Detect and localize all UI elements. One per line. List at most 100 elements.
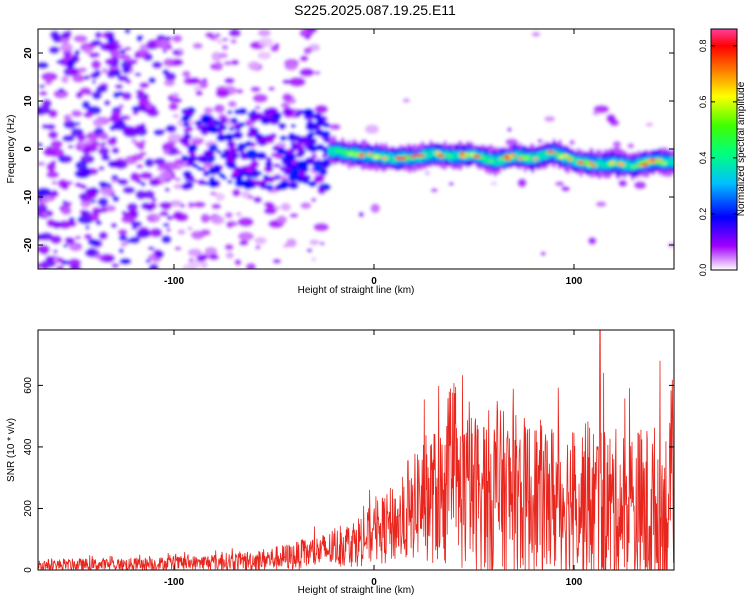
spectrogram-noise-blob <box>120 242 128 247</box>
spectrogram-noise-blob <box>149 227 163 238</box>
spectrogram-noise-blob <box>44 80 53 86</box>
spectrogram-noise-blob <box>97 197 109 207</box>
spectrogram-transition-blob <box>256 137 269 147</box>
spectrogram-noise-blob <box>146 108 160 118</box>
spectrogram-noise-blob <box>155 250 165 259</box>
spectrogram-transition-blob <box>228 146 238 154</box>
spectrogram-noise-blob <box>187 201 195 209</box>
spectrogram-noise-blob <box>63 119 77 130</box>
spectrogram-noise-blob <box>313 222 330 232</box>
spectrogram-hotspot <box>347 150 356 154</box>
spectrogram-transition-blob <box>185 174 195 182</box>
spectrogram-noise-blob <box>258 37 274 48</box>
spectrogram-noise-blob <box>210 215 225 225</box>
spectrogram-noise-blob <box>231 188 241 197</box>
spectrogram-noise-blob <box>38 84 46 89</box>
spectrogram-transition-blob <box>312 164 324 173</box>
spectrogram-noise-blob <box>64 236 75 243</box>
spectrogram-hotspot <box>655 158 663 163</box>
spectrogram-noise-blob <box>161 161 178 171</box>
spectrogram-noise-blob <box>531 31 541 37</box>
spectrogram-noise-blob <box>190 230 205 240</box>
spectrogram-noise-blob <box>168 102 179 111</box>
spectrogram-noise-blob <box>98 165 105 171</box>
spectrogram-noise-blob <box>134 72 142 77</box>
spectrogram-transition-blob <box>265 156 273 162</box>
spectrogram-transition-blob <box>260 116 272 125</box>
spectrogram-noise-blob <box>165 46 173 51</box>
spectrogram-noise-blob <box>166 215 174 221</box>
spectrogram-noise-blob <box>73 34 88 43</box>
spectrogram-noise-blob <box>59 42 74 53</box>
spectrogram-noise-blob <box>227 100 237 108</box>
spectrogram-y-tick-label: 20 <box>23 47 34 59</box>
spectrogram-noise-blob <box>60 206 72 216</box>
spectrogram-hotspot <box>459 155 467 159</box>
spectrogram-noise-blob <box>236 88 244 94</box>
snr-y-ticks: 0 200 400 600 <box>23 377 674 573</box>
spectrogram-noise-blob <box>106 31 113 37</box>
spectrogram-noise-blob <box>109 58 116 64</box>
spectrogram-noise-blob <box>145 259 151 264</box>
spectrogram-y-ticks: -20 -10 0 10 20 <box>23 47 674 252</box>
spectrogram-transition-blob <box>231 152 240 159</box>
spectrogram-noise-blob <box>224 211 233 219</box>
spectrogram-noise-blob <box>507 127 512 132</box>
spectrogram-noise-blob <box>490 181 498 186</box>
spectrogram-noise-blob <box>91 90 102 101</box>
spectrogram-noise-blob <box>159 171 172 180</box>
spectrogram-noise-blob <box>95 220 103 226</box>
spectrogram-hotspot <box>517 156 523 161</box>
spectrogram-noise-blob <box>117 103 125 110</box>
spectrogram-transition-blob <box>297 170 306 177</box>
spectrogram-noise-blob <box>134 141 146 148</box>
spectrogram-transition-blob <box>237 107 248 115</box>
spectrogram-noise-blob <box>136 36 143 42</box>
spectrogram-noise-blob <box>135 126 148 137</box>
spectrogram-noise-blob <box>38 105 51 115</box>
spectrogram-noise-blob <box>100 154 111 162</box>
spectrogram-noise-blob <box>633 180 647 190</box>
spectrogram-transition-blob <box>290 123 296 129</box>
spectrogram-noise-blob <box>135 228 150 239</box>
spectrogram-transition-blob <box>203 181 209 186</box>
spectrogram-noise-blob <box>124 29 131 34</box>
spectrogram-noise-blob <box>213 104 225 114</box>
spectrogram-noise-blob <box>263 207 277 215</box>
snr-y-tick-label: 600 <box>23 377 34 394</box>
spectrogram-transition-blob <box>187 154 198 163</box>
spectrogram-noise-blob <box>147 215 155 222</box>
spectrogram-noise-blob <box>151 197 157 202</box>
spectrogram-noise-blob <box>74 49 81 56</box>
spectrogram-noise-blob <box>129 171 141 182</box>
spectrogram-transition-blob <box>302 174 311 181</box>
spectrogram-transition-blob <box>288 132 296 138</box>
spectrogram-noise-blob <box>282 92 293 103</box>
spectrogram-noise-blob <box>187 248 202 257</box>
spectrogram-noise-blob <box>51 180 58 186</box>
snr-frame <box>37 329 675 571</box>
spectrogram-noise-blob <box>612 140 622 148</box>
spectrogram-noise-blob <box>274 42 280 49</box>
spectrogram-noise-blob <box>78 67 87 73</box>
spectrogram-noise-blob <box>120 215 135 224</box>
spectrogram-noise-blob <box>46 218 56 228</box>
spectrogram-x-tick-label: 0 <box>371 276 377 287</box>
spectrogram-transition-blob <box>221 175 228 181</box>
spectrogram-noise-blob <box>110 222 118 229</box>
spectrogram-transition-blob <box>283 153 293 161</box>
spectrogram-hotspot <box>434 151 442 155</box>
spectrogram-transition-blob <box>181 156 189 162</box>
spectrogram-hotspot <box>446 153 452 158</box>
spectrogram-noise-blob <box>222 37 229 42</box>
spectrogram-noise-blob <box>47 130 59 140</box>
spectrogram-noise-blob <box>284 61 299 71</box>
spectrogram-transition-blob <box>216 133 227 143</box>
spectrogram-y-tick-label: -10 <box>23 189 34 204</box>
spectrogram-noise-blob <box>143 190 156 200</box>
spectrogram-noise-blob <box>71 109 82 116</box>
spectrogram-transition-blob <box>263 165 274 173</box>
spectrogram-noise-blob <box>98 180 108 187</box>
spectrogram-noise-blob <box>196 254 206 263</box>
spectrogram-noise-blob <box>93 253 104 260</box>
